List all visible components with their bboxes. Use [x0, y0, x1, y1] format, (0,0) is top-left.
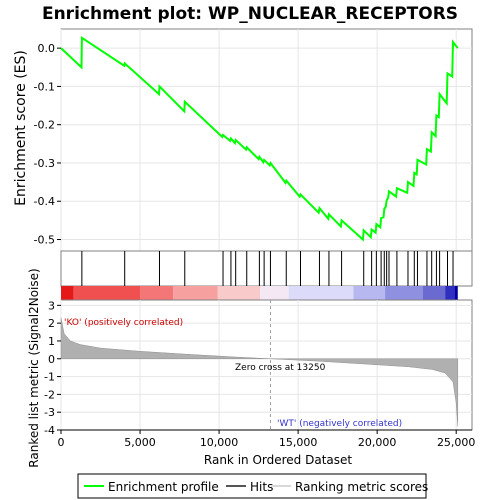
- hits-panel-frame: [60, 250, 473, 287]
- color-bar-segment: [260, 286, 289, 300]
- color-bar-segment: [422, 286, 446, 300]
- ranking-metric-area: [60, 317, 459, 427]
- x-tick-label: 25,000: [437, 436, 476, 449]
- metric-y-tick-label: -4: [44, 424, 55, 437]
- es-y-tick-label: -0.5: [34, 234, 55, 247]
- enrichment-profile-line: [60, 35, 459, 242]
- metric-y-tick-label: 3: [48, 299, 55, 312]
- color-bar-segment: [140, 286, 174, 300]
- metric-y-tick-label: 2: [48, 317, 55, 330]
- color-bar-segment: [445, 286, 455, 300]
- es-y-ticks: 0.0 -0.1 -0.2 -0.3 -0.4 -0.5: [34, 42, 61, 247]
- color-bar-segment: [173, 286, 218, 300]
- x-axis: 0 5,000 10,000 15,000 20,000 25,000: [58, 429, 476, 449]
- color-bar-segment: [454, 286, 458, 300]
- color-bar-segment: [353, 286, 386, 300]
- es-panel: 0.0 -0.1 -0.2 -0.3 -0.4 -0.5 Enrichment score…: [13, 28, 473, 252]
- hits-panel: [60, 250, 473, 287]
- hit-lines: [81, 251, 454, 286]
- metric-y-ticks: 3 2 1 0 -1 -2 -3 -4: [44, 299, 61, 437]
- metric-y-tick-label: 0: [48, 353, 55, 366]
- legend-label-hits: Hits: [250, 480, 273, 494]
- es-y-tick-label: -0.3: [34, 157, 55, 170]
- legend-label-enrichment-profile: Enrichment profile: [108, 480, 219, 494]
- chart-title: Enrichment plot: WP_NUCLEAR_RECEPTORS: [42, 4, 458, 24]
- es-y-tick-label: 0.0: [38, 42, 56, 55]
- metric-y-tick-label: 1: [48, 335, 55, 348]
- x-tick-label: 0: [58, 436, 65, 449]
- positive-correlation-label: 'KO' (positively correlated): [64, 318, 183, 328]
- legend-frame: [77, 473, 427, 499]
- legend: Enrichment profile Hits Ranking metric s…: [77, 473, 428, 499]
- color-bar-segment: [61, 286, 74, 300]
- es-y-axis-label: Enrichment score (ES): [13, 50, 29, 206]
- x-tick-label: 20,000: [358, 436, 397, 449]
- x-tick-label: 10,000: [200, 436, 239, 449]
- es-y-tick-label: -0.2: [34, 119, 55, 132]
- es-panel-frame: [60, 28, 473, 252]
- ranking-color-bar: [61, 286, 458, 300]
- metric-panel: 3 2 1 0 -1 -2 -3 -4 Zero cross at 13250 'KO' (p…: [27, 268, 473, 468]
- color-bar-segment: [385, 286, 423, 300]
- metric-y-tick-label: -2: [44, 388, 55, 401]
- color-bar-segment: [288, 286, 354, 300]
- x-axis-label: Rank in Ordered Dataset: [204, 453, 352, 467]
- legend-label-ranking-metric: Ranking metric scores: [295, 480, 428, 494]
- color-bar-segment: [217, 286, 261, 300]
- zero-cross-label: Zero cross at 13250: [235, 363, 326, 373]
- es-grid: [60, 29, 472, 251]
- x-tick-label: 5,000: [124, 436, 156, 449]
- metric-y-axis-label: Ranked list metric (Signal2Noise): [27, 268, 41, 467]
- metric-y-tick-label: -3: [44, 406, 55, 419]
- color-bar-segment: [73, 286, 141, 300]
- x-tick-label: 15,000: [279, 436, 318, 449]
- negative-correlation-label: 'WT' (negatively correlated): [277, 419, 402, 429]
- metric-y-tick-label: -1: [44, 371, 55, 384]
- es-y-tick-label: -0.4: [34, 195, 55, 208]
- es-y-tick-label: -0.1: [34, 80, 55, 93]
